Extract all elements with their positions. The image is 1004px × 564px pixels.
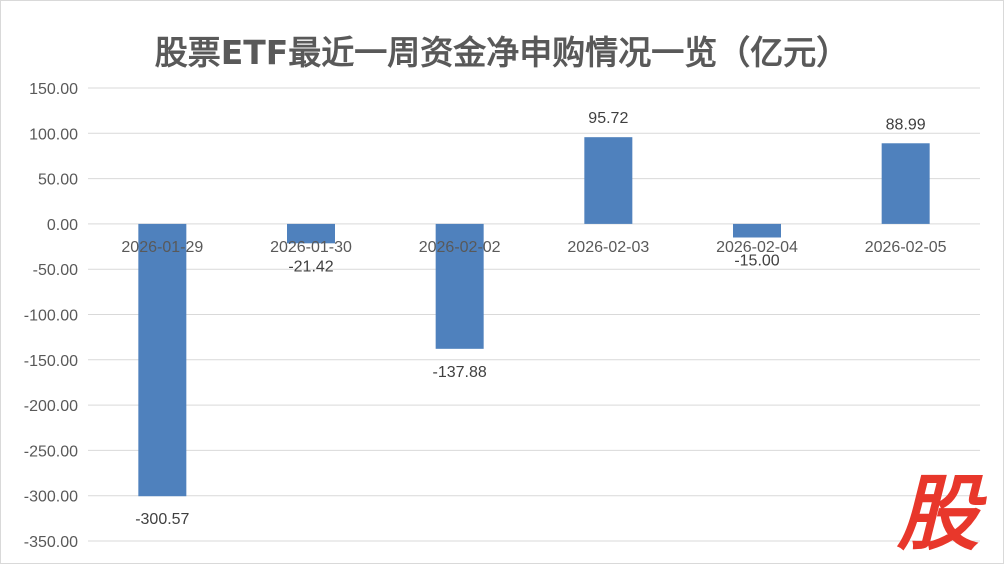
gu-logo-icon: 股 <box>896 467 987 552</box>
bar <box>881 143 930 224</box>
y-tick-label: -250.00 <box>24 443 78 460</box>
y-tick-label: 150.00 <box>29 81 78 98</box>
x-category-label: 2026-02-04 <box>716 239 798 256</box>
y-tick-label: 100.00 <box>29 126 78 143</box>
x-category-label: 2026-01-29 <box>121 239 203 256</box>
bar <box>584 137 633 224</box>
data-label: -15.00 <box>734 252 779 269</box>
x-category-label: 2026-02-02 <box>419 239 501 256</box>
chart-title: 股票ETF最近一周资金净申购情况一览（亿元） <box>154 33 850 72</box>
bar <box>287 223 335 244</box>
data-label: 88.99 <box>886 116 926 133</box>
bar <box>435 223 484 349</box>
x-category-label: 2026-02-05 <box>865 239 947 256</box>
x-category-label: 2026-01-30 <box>270 239 352 256</box>
y-tick-label: -50.00 <box>33 262 78 279</box>
watermark-glyph: 股 <box>896 467 987 552</box>
y-tick-label: -350.00 <box>24 534 78 551</box>
y-tick-label: -100.00 <box>24 308 78 325</box>
y-tick-label: -150.00 <box>24 353 78 370</box>
y-tick-label: -200.00 <box>24 398 78 415</box>
data-label: -300.57 <box>135 511 189 528</box>
bar <box>733 223 781 238</box>
y-tick-label: -300.00 <box>24 489 78 506</box>
data-label: 95.72 <box>588 110 628 127</box>
y-tick-label: 50.00 <box>38 172 78 189</box>
y-tick-label: 0.00 <box>47 217 78 234</box>
bar <box>138 223 187 497</box>
data-label: -137.88 <box>433 364 487 381</box>
x-category-label: 2026-02-03 <box>567 239 649 256</box>
data-label: -21.42 <box>288 258 333 275</box>
